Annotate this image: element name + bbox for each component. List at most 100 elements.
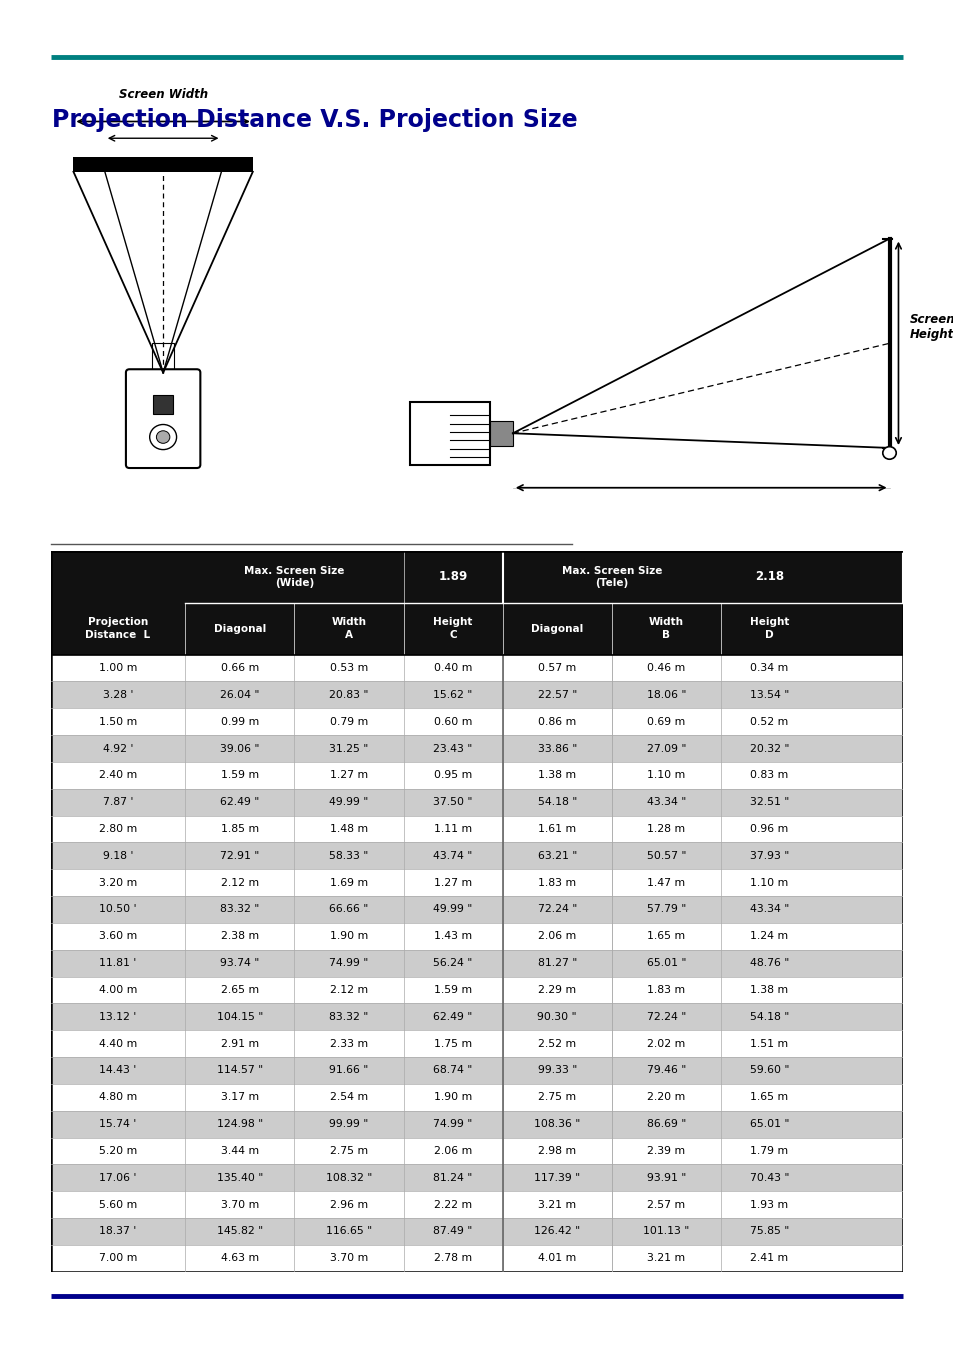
Text: 3.60 m: 3.60 m [99,931,137,941]
Text: 1.47 m: 1.47 m [646,878,684,888]
Bar [51,950,902,976]
Text: 57.79 ": 57.79 " [646,904,685,914]
Text: 43.74 ": 43.74 " [433,850,473,861]
Text: 20.32 ": 20.32 " [749,744,788,753]
Text: 104.15 ": 104.15 " [216,1011,263,1022]
Circle shape [156,431,170,443]
Text: 72.24 ": 72.24 " [646,1011,685,1022]
Text: Diagonal: Diagonal [531,624,582,633]
Text: 5.60 m: 5.60 m [99,1200,137,1210]
Text: 2.41 m: 2.41 m [750,1253,788,1264]
Text: 48.76 ": 48.76 " [749,958,788,968]
Text: 2.75 m: 2.75 m [330,1146,368,1156]
Text: Diagonal: Diagonal [213,624,266,633]
Text: 0.96 m: 0.96 m [750,824,788,834]
Text: 1.27 m: 1.27 m [434,878,472,888]
Text: 0.57 m: 0.57 m [537,663,576,674]
Bar [51,602,902,655]
Text: 54.18 ": 54.18 " [749,1011,788,1022]
Text: 3.20 m: 3.20 m [99,878,137,888]
Text: 1.00 m: 1.00 m [99,663,137,674]
Text: 11.81 ': 11.81 ' [99,958,136,968]
Text: 26.04 ": 26.04 " [220,690,259,699]
Text: 15.74 ': 15.74 ' [99,1119,136,1129]
Text: 145.82 ": 145.82 " [216,1226,263,1237]
Text: 62.49 ": 62.49 " [220,796,259,807]
Text: 90.30 ": 90.30 " [537,1011,577,1022]
Text: 116.65 ": 116.65 " [326,1226,372,1237]
Text: 0.86 m: 0.86 m [537,717,576,726]
Text: Width
B: Width B [648,617,683,640]
Text: 1.50 m: 1.50 m [99,717,137,726]
Text: 59.60 ": 59.60 " [749,1065,788,1076]
Text: 0.46 m: 0.46 m [646,663,685,674]
Text: 2.33 m: 2.33 m [330,1038,368,1049]
Text: Screen Width: Screen Width [118,88,208,101]
Text: 2.12 m: 2.12 m [330,986,368,995]
Text: 2.06 m: 2.06 m [434,1146,472,1156]
Text: 3.21 m: 3.21 m [537,1200,576,1210]
Text: 0.34 m: 0.34 m [750,663,788,674]
Text: 4.00 m: 4.00 m [99,986,137,995]
Text: 3.28 ': 3.28 ' [103,690,133,699]
Circle shape [150,424,176,450]
Text: 4.01 m: 4.01 m [537,1253,576,1264]
Text: 7.00 m: 7.00 m [99,1253,137,1264]
Text: 1.85 m: 1.85 m [220,824,258,834]
Text: 1.83 m: 1.83 m [537,878,576,888]
Text: 81.27 ": 81.27 " [537,958,577,968]
Text: 17.06 ': 17.06 ' [99,1173,136,1183]
Text: 135.40 ": 135.40 " [216,1173,263,1183]
Text: 1.69 m: 1.69 m [330,878,368,888]
FancyBboxPatch shape [126,370,200,468]
Text: 2.80 m: 2.80 m [99,824,137,834]
Text: 1.75 m: 1.75 m [434,1038,472,1049]
Text: 68.74 ": 68.74 " [433,1065,473,1076]
Text: Projection
Distance  L: Projection Distance L [85,617,151,640]
Bar [51,709,902,736]
Text: 4.92 ': 4.92 ' [103,744,133,753]
Text: 87.49 ": 87.49 " [433,1226,473,1237]
Bar [51,1191,902,1218]
Text: 1.93 m: 1.93 m [750,1200,788,1210]
Text: 79.46 ": 79.46 " [646,1065,685,1076]
Bar [409,402,490,464]
Text: 2.06 m: 2.06 m [537,931,576,941]
Text: 2.91 m: 2.91 m [220,1038,258,1049]
Bar [152,396,173,414]
Text: 56.24 ": 56.24 " [433,958,473,968]
Text: 0.79 m: 0.79 m [330,717,368,726]
Text: 22.57 ": 22.57 " [537,690,577,699]
Text: 0.60 m: 0.60 m [434,717,472,726]
Text: 74.99 ": 74.99 " [433,1119,473,1129]
Bar [51,1218,902,1245]
Text: 124.98 ": 124.98 " [216,1119,263,1129]
Text: 10.50 ': 10.50 ' [99,904,136,914]
Text: 2.12 m: 2.12 m [220,878,258,888]
Text: 2.02 m: 2.02 m [646,1038,685,1049]
Text: 1.28 m: 1.28 m [646,824,684,834]
Text: 2.52 m: 2.52 m [537,1038,576,1049]
Bar [73,157,253,171]
Bar [51,655,902,682]
Text: 15.62 ": 15.62 " [433,690,473,699]
Bar [51,976,902,1003]
Bar [51,1003,902,1030]
Bar [490,421,513,446]
Text: 2.78 m: 2.78 m [434,1253,472,1264]
Text: 32.51 ": 32.51 " [749,796,788,807]
Text: 2.18: 2.18 [754,570,783,583]
Text: Width
A: Width A [332,617,366,640]
Text: 13.54 ": 13.54 " [749,690,788,699]
Text: 20.83 ": 20.83 " [329,690,369,699]
Text: Screen
Height: Screen Height [909,313,953,340]
Bar [51,1030,902,1057]
Bar [51,682,902,709]
Text: 1.90 m: 1.90 m [434,1092,472,1103]
Text: 37.93 ": 37.93 " [749,850,788,861]
Text: 1.10 m: 1.10 m [646,771,685,780]
Bar [51,869,902,896]
Text: 1.11 m: 1.11 m [434,824,472,834]
Text: 49.99 ": 49.99 " [329,796,368,807]
Bar [51,1245,902,1272]
